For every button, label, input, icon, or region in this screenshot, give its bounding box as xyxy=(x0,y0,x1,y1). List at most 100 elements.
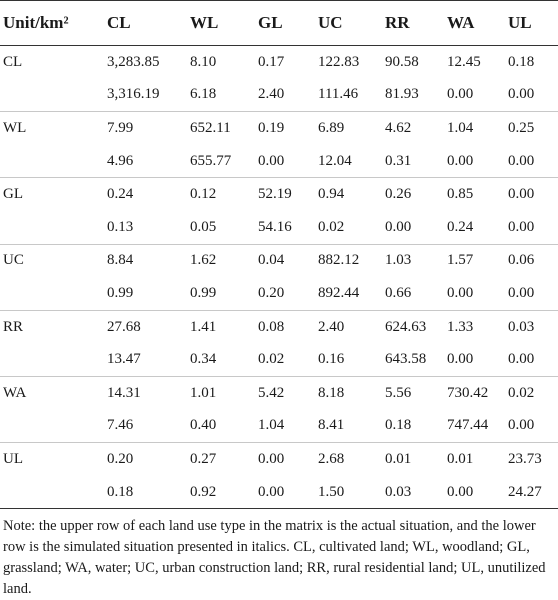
header-cell: WL xyxy=(187,0,255,46)
simulated-row: 7.46 0.40 1.04 8.41 0.18 747.44 0.00 xyxy=(0,409,558,444)
cell: 52.19 xyxy=(258,186,292,203)
cell: 0.03 xyxy=(382,475,444,510)
cell: 747.44 xyxy=(444,409,505,444)
cell: 1.04 xyxy=(447,119,474,136)
row-label: RR xyxy=(3,318,24,335)
cell: 0.27 xyxy=(190,450,217,467)
cell: 7.99 xyxy=(107,119,134,136)
cell: 0.00 xyxy=(505,409,558,444)
cell: 0.31 xyxy=(382,144,444,179)
header-cell: CL xyxy=(104,0,187,46)
cell: 1.50 xyxy=(315,475,382,510)
row-label-empty xyxy=(0,210,104,245)
cell: 4.62 xyxy=(385,119,412,136)
row-label-empty xyxy=(0,409,104,444)
header-row: Unit/km² CL WL GL UC RR WA UL xyxy=(0,0,558,46)
cell: 111.46 xyxy=(315,78,382,113)
cell: 1.62 xyxy=(190,252,217,269)
cell: 0.00 xyxy=(505,144,558,179)
cell: 0.85 xyxy=(447,186,474,203)
transition-table: Unit/km² CL WL GL UC RR WA UL CL 3,283.85 8.10 0.1… xyxy=(0,0,558,510)
cell: 6.18 xyxy=(187,78,255,113)
cell: 0.40 xyxy=(187,409,255,444)
actual-row: WL 7.99 652.11 0.19 6.89 4.62 1.04 0.25 xyxy=(0,112,558,145)
cell: 4.96 xyxy=(104,144,187,179)
cell: 81.93 xyxy=(382,78,444,113)
cell: 0.20 xyxy=(107,450,134,467)
cell: 14.31 xyxy=(107,384,141,401)
cell: 0.06 xyxy=(508,252,535,269)
simulated-row: 0.13 0.05 54.16 0.02 0.00 0.24 0.00 xyxy=(0,210,558,245)
cell: 8.84 xyxy=(107,252,134,269)
simulated-row: 0.18 0.92 0.00 1.50 0.03 0.00 24.27 xyxy=(0,475,558,510)
cell: 0.00 xyxy=(505,277,558,311)
actual-row: WA 14.31 1.01 5.42 8.18 5.56 730.42 0.02 xyxy=(0,376,558,409)
cell: 0.99 xyxy=(104,277,187,311)
row-label: UL xyxy=(3,450,23,467)
row-label-empty xyxy=(0,475,104,510)
cell: 6.89 xyxy=(318,119,345,136)
cell: 3,316.19 xyxy=(104,78,187,113)
actual-row: RR 27.68 1.41 0.08 2.40 624.63 1.33 0.03 xyxy=(0,310,558,343)
cell: 8.41 xyxy=(315,409,382,444)
cell: 0.00 xyxy=(505,210,558,245)
cell: 0.92 xyxy=(187,475,255,510)
actual-row: CL 3,283.85 8.10 0.17 122.83 90.58 12.45 0.18 xyxy=(0,46,558,79)
cell: 652.11 xyxy=(190,119,231,136)
cell: 0.13 xyxy=(104,210,187,245)
cell: 0.00 xyxy=(505,78,558,113)
cell: 0.24 xyxy=(444,210,505,245)
row-label: WL xyxy=(3,119,27,136)
table-note: Note: the upper row of each land use typ… xyxy=(3,518,546,598)
header-cell: RR xyxy=(382,0,444,46)
cell: 0.05 xyxy=(187,210,255,245)
actual-row: UL 0.20 0.27 0.00 2.68 0.01 0.01 23.73 xyxy=(0,443,558,476)
simulated-row: 13.47 0.34 0.02 0.16 643.58 0.00 0.00 xyxy=(0,343,558,377)
cell: 0.00 xyxy=(382,210,444,245)
cell: 3,283.85 xyxy=(107,53,160,70)
row-label-empty xyxy=(0,277,104,311)
cell: 0.00 xyxy=(258,450,285,467)
cell: 1.57 xyxy=(447,252,474,269)
cell: 5.56 xyxy=(385,384,412,401)
header-cell: UC xyxy=(315,0,382,46)
cell: 0.02 xyxy=(508,384,535,401)
cell: 0.00 xyxy=(444,277,505,311)
header-cell: UL xyxy=(505,0,558,46)
cell: 23.73 xyxy=(508,450,542,467)
cell: 0.20 xyxy=(255,277,315,311)
row-label-empty xyxy=(0,144,104,179)
simulated-row: 4.96 655.77 0.00 12.04 0.31 0.00 0.00 xyxy=(0,144,558,179)
cell: 0.02 xyxy=(315,210,382,245)
row-label: CL xyxy=(3,53,23,70)
cell: 27.68 xyxy=(107,318,141,335)
cell: 0.00 xyxy=(444,78,505,113)
cell: 0.00 xyxy=(444,144,505,179)
cell: 0.66 xyxy=(382,277,444,311)
cell: 0.01 xyxy=(447,450,474,467)
cell: 0.18 xyxy=(382,409,444,444)
cell: 0.00 xyxy=(255,144,315,179)
cell: 0.00 xyxy=(255,475,315,510)
cell: 655.77 xyxy=(187,144,255,179)
cell: 0.02 xyxy=(255,343,315,377)
cell: 0.34 xyxy=(187,343,255,377)
cell: 2.40 xyxy=(318,318,345,335)
cell: 12.45 xyxy=(447,53,481,70)
header-cell: GL xyxy=(255,0,315,46)
cell: 1.04 xyxy=(255,409,315,444)
cell: 1.03 xyxy=(385,252,412,269)
cell: 0.04 xyxy=(258,252,285,269)
cell: 892.44 xyxy=(315,277,382,311)
cell: 0.12 xyxy=(190,186,217,203)
cell: 0.08 xyxy=(258,318,285,335)
cell: 90.58 xyxy=(385,53,419,70)
cell: 122.83 xyxy=(318,53,360,70)
header-cell: Unit/km² xyxy=(0,0,104,46)
cell: 0.24 xyxy=(107,186,134,203)
cell: 0.18 xyxy=(104,475,187,510)
cell: 13.47 xyxy=(104,343,187,377)
cell: 643.58 xyxy=(382,343,444,377)
cell: 1.01 xyxy=(190,384,217,401)
